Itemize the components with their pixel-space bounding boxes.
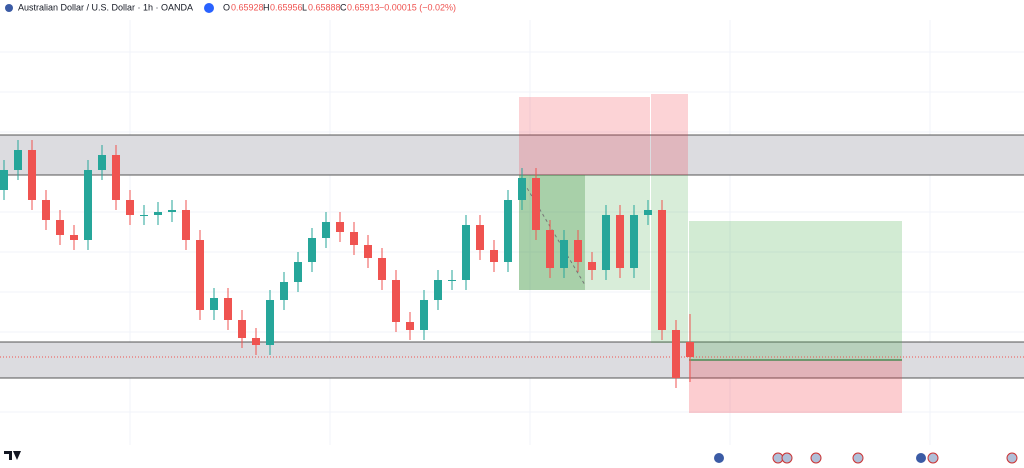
resistance-zone [0,135,1024,175]
event-flag[interactable] [1006,452,1018,464]
candle-body [322,222,330,238]
candle-body [546,230,554,268]
event-flag[interactable] [810,452,822,464]
candle-body [672,330,680,378]
candle-body [196,240,204,310]
candle-body [14,150,22,170]
candle-body [42,200,50,220]
stop-box [689,360,902,413]
candle-body [70,235,78,240]
symbol-icon [5,4,13,12]
event-flag[interactable] [781,452,793,464]
h-label: H [263,2,270,12]
candle-body [378,258,386,280]
candle-body [532,178,540,230]
change: −0.00015 (−0.02%) [379,2,456,12]
event-flag[interactable] [714,453,724,463]
candle-body [56,220,64,235]
c-label: C [340,2,347,12]
target-box [689,221,902,360]
candle-body [364,245,372,258]
event-flag[interactable] [852,452,864,464]
candle-body [182,210,190,240]
candle-body [476,225,484,250]
candle-body [504,200,512,262]
candle-body [0,170,8,190]
candle-body [350,232,358,245]
candle-body [28,150,36,200]
candle-body [224,298,232,320]
zones [0,134,1024,379]
candle-body [574,240,582,262]
candle-body [210,298,218,310]
candle-body [280,282,288,300]
o-label: O [223,2,230,12]
l-label: L [302,2,307,12]
candle-body [420,300,428,330]
candle-body [434,280,442,300]
collapse-button[interactable] [204,3,214,13]
candle-body [266,300,274,345]
event-flag[interactable] [927,452,939,464]
candle-body [462,225,470,280]
event-flag[interactable] [916,453,926,463]
logo [4,451,21,460]
candle-body [84,170,92,240]
candle-body [238,320,246,338]
candle-body [294,262,302,282]
candles [0,140,694,388]
l-value: 0.65888 [308,2,341,12]
candle-body [392,280,400,322]
candle-body [644,210,652,215]
candle-body [630,215,638,268]
candle-body [406,322,414,330]
candle-body [588,262,596,270]
target-box [519,175,650,290]
o-value: 0.65928 [231,2,264,12]
candle-body [602,215,610,270]
candle-body [98,155,106,170]
candle-body [518,178,526,200]
candle-body [126,200,134,215]
candle-body [560,240,568,268]
header: Australian Dollar / U.S. Dollar · 1h · O… [5,2,456,13]
footer [4,451,1018,464]
candle-body [154,212,162,215]
candle-body [658,210,666,330]
c-value: 0.65913 [347,2,380,12]
candle-body [140,215,148,216]
candle-body [616,215,624,268]
candle-body [308,238,316,262]
stop-box [519,97,650,175]
target-box [651,175,688,343]
stop-box [651,94,688,175]
candle-body [252,338,260,345]
candle-body [112,155,120,200]
h-value: 0.65956 [270,2,303,12]
candle-body [686,342,694,357]
candle-body [168,210,176,212]
candle-body [336,222,344,232]
symbol-title: Australian Dollar / U.S. Dollar · 1h · O… [18,2,193,12]
candle-body [448,280,456,281]
candle-body [490,250,498,262]
